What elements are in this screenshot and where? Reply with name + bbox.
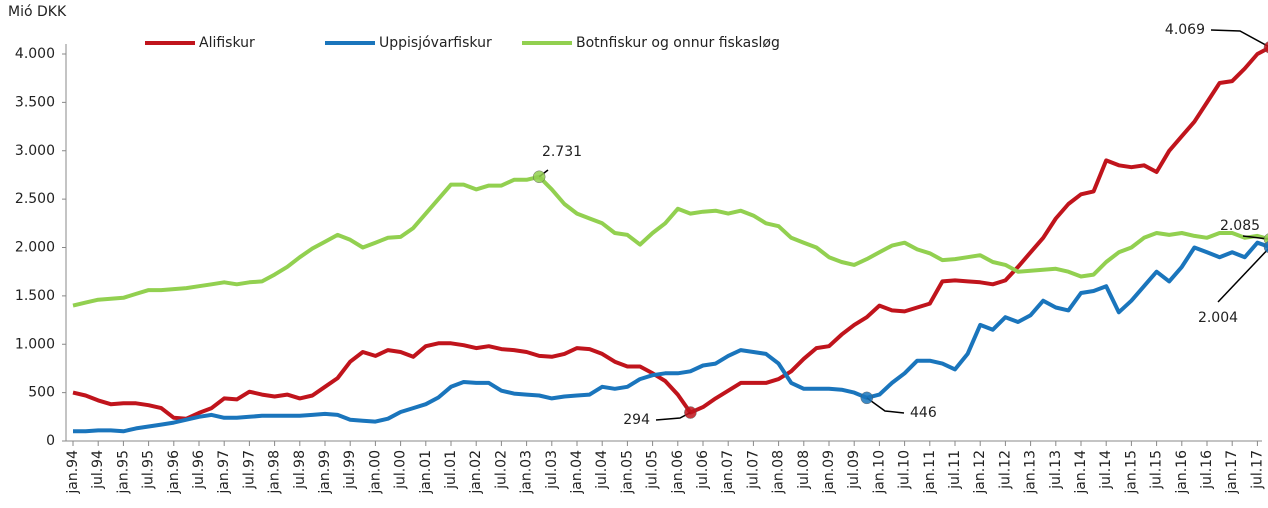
x-tick-label: jan.12	[972, 450, 988, 495]
x-tick-label: jan.02	[468, 450, 484, 495]
y-tick-label: 1.000	[15, 336, 55, 352]
x-tick-label: jan.01	[418, 450, 434, 495]
annotation-label: 2.731	[542, 144, 582, 160]
x-tick-label: jul.15	[1149, 450, 1165, 490]
y-tick-label: 2.500	[15, 191, 55, 207]
x-tick-label: jul.01	[443, 450, 459, 490]
legend-label: Alifiskur	[199, 35, 255, 51]
x-tick-label: jan.96	[166, 450, 182, 495]
x-tick-label: jan.10	[871, 450, 887, 495]
legend-label: Botnfiskur og onnur fiskasløg	[576, 35, 780, 51]
x-tick-label: jan.17	[1224, 450, 1240, 495]
x-tick-label: jan.11	[922, 450, 938, 495]
x-tick-label: jan.95	[115, 450, 131, 495]
y-tick-label: 3.500	[15, 94, 55, 110]
x-tick-label: jan.14	[1073, 450, 1089, 495]
annotation-label: 4.069	[1165, 22, 1205, 38]
x-tick-label: jan.06	[670, 450, 686, 495]
x-tick-label: jan.00	[367, 450, 383, 495]
y-tick-label: 3.000	[15, 143, 55, 159]
x-tick-label: jan.13	[1023, 450, 1039, 495]
x-tick-label: jul.03	[544, 450, 560, 490]
x-tick-label: jul.10	[897, 450, 913, 490]
y-tick-label: 4.000	[15, 46, 55, 62]
x-tick-label: jan.07	[720, 450, 736, 495]
annotation-leader	[1217, 248, 1268, 303]
annotation-point	[1263, 241, 1268, 254]
series-line	[72, 174, 1268, 308]
x-tick-label: jan.97	[216, 450, 232, 495]
x-tick-label: jan.03	[519, 450, 535, 495]
annotation-leader	[1210, 29, 1268, 48]
annotation-point	[860, 391, 874, 405]
x-tick-label: jul.16	[1199, 450, 1215, 490]
x-tick-label: jul.14	[1098, 450, 1114, 490]
x-tick-label: jan.04	[569, 450, 585, 495]
legend-label: Uppisjóvarfiskur	[379, 35, 492, 51]
x-tick-label: jan.15	[1123, 450, 1139, 495]
annotation-leader	[866, 397, 905, 414]
x-tick-label: jul.12	[997, 450, 1013, 490]
x-tick-label: jul.00	[393, 450, 409, 490]
x-tick-label: jul.98	[292, 450, 308, 490]
x-tick-label: jul.08	[796, 450, 812, 490]
x-tick-label: jul.07	[745, 450, 761, 490]
y-tick-label: 0	[46, 433, 55, 449]
x-tick-label: jul.09	[846, 450, 862, 490]
x-tick-label: jul.94	[90, 450, 106, 490]
x-tick-label: jul.04	[594, 450, 610, 490]
x-tick-label: jul.99	[342, 450, 358, 490]
x-tick-label: jan.98	[267, 450, 283, 495]
y-tick-label: 2.000	[15, 240, 55, 256]
series-line	[73, 240, 1268, 434]
x-tick-label: jan.94	[65, 450, 81, 495]
series-line	[72, 46, 1268, 421]
x-tick-label: jul.95	[141, 450, 157, 490]
x-tick-label: jul.11	[947, 450, 963, 490]
x-tick-label: jul.02	[493, 450, 509, 490]
x-tick-label: jul.17	[1249, 450, 1265, 490]
x-tick-label: jan.05	[619, 450, 635, 495]
x-tick-label: jan.99	[317, 450, 333, 495]
annotation-point	[532, 170, 546, 184]
x-tick-label: jan.09	[821, 450, 837, 495]
x-tick-label: jul.96	[191, 450, 207, 490]
x-tick-label: jan.08	[771, 450, 787, 495]
x-tick-label: jan.16	[1174, 450, 1190, 495]
annotation-label: 446	[910, 405, 937, 421]
annotation-point	[684, 406, 697, 419]
annotation-label: 2.085	[1220, 218, 1260, 234]
x-tick-label: jul.05	[645, 450, 661, 490]
annotation-label: 2.004	[1198, 310, 1238, 326]
annotation-label: 294	[623, 412, 650, 428]
y-axis-label: Mió DKK	[8, 4, 67, 20]
y-tick-label: 1.500	[15, 288, 55, 304]
x-tick-label: jul.06	[695, 450, 711, 490]
y-tick-label: 500	[28, 385, 55, 401]
x-tick-label: jul.97	[241, 450, 257, 490]
x-tick-label: jul.13	[1048, 450, 1064, 490]
annotation-point	[1263, 41, 1268, 54]
